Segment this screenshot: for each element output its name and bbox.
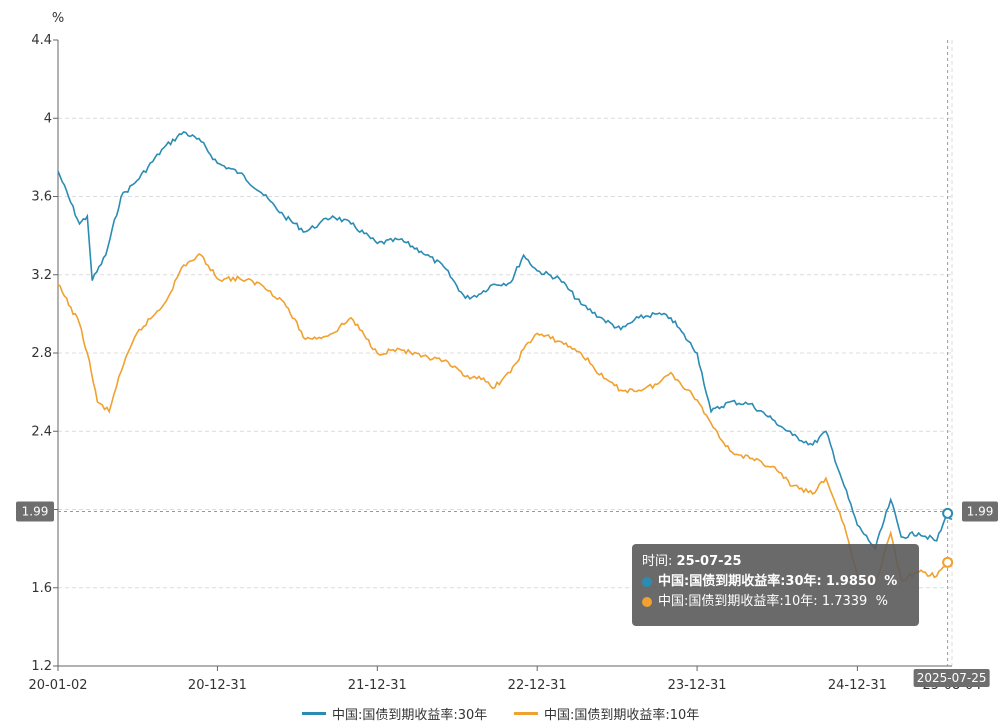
tooltip-row-30y: 中国:国债到期收益率:30年: 1.9850 % bbox=[642, 572, 909, 592]
legend-item-10y[interactable]: 中国:国债到期收益率:10年 bbox=[514, 704, 699, 723]
series-line-10y bbox=[57, 253, 953, 586]
badge-text: 2025-07-25 bbox=[917, 671, 987, 685]
legend-label: 中国:国债到期收益率:10年 bbox=[544, 708, 700, 723]
series-line-30y bbox=[57, 130, 953, 551]
badge-text: 1.99 bbox=[22, 504, 49, 518]
badge-bg bbox=[962, 501, 998, 522]
tooltip-series-name: 中国:国债到期收益率:10年: bbox=[658, 594, 818, 609]
tooltip: 时间: 25-07-25 中国:国债到期收益率:30年: 1.9850 % 中国… bbox=[632, 544, 919, 626]
y-tick-label: 3.6 bbox=[31, 190, 52, 205]
tooltip-time-label: 时间: bbox=[642, 554, 673, 569]
tooltip-unit: % bbox=[875, 594, 888, 609]
highlight-point bbox=[942, 507, 954, 519]
crosshair-x-badge: 2025-07-25 bbox=[913, 669, 990, 687]
y-tick-label: 4.4 bbox=[31, 33, 52, 48]
y-tick-label: 4 bbox=[44, 111, 52, 126]
badge-text: 1.99 bbox=[967, 504, 994, 518]
y-tick-label: 3.2 bbox=[31, 268, 52, 283]
y-tick-label: 2.8 bbox=[31, 346, 52, 361]
crosshair-y-badge-right: 1.99 bbox=[962, 501, 998, 522]
y-tick-label: 1.2 bbox=[31, 659, 52, 674]
x-tick-label: 24-12-31 bbox=[828, 678, 887, 693]
x-tick-label: 20-12-31 bbox=[188, 678, 247, 693]
y-axis-unit: % bbox=[52, 11, 64, 26]
series-dot-icon bbox=[642, 577, 652, 587]
x-tick-label: 22-12-31 bbox=[508, 678, 567, 693]
tooltip-series-value: 1.9850 bbox=[825, 574, 876, 589]
legend-label: 中国:国债到期收益率:30年 bbox=[332, 708, 488, 723]
highlight-point bbox=[942, 556, 954, 568]
y-tick-label: 1.6 bbox=[31, 581, 52, 596]
legend-swatch bbox=[514, 712, 538, 715]
tooltip-time-value: 25-07-25 bbox=[676, 554, 742, 569]
x-tick-label: 21-12-31 bbox=[348, 678, 407, 693]
tooltip-row-10y: 中国:国债到期收益率:10年: 1.7339 % bbox=[642, 592, 909, 612]
x-tick-label: 20-01-02 bbox=[28, 678, 87, 693]
crosshair-y-badge-left: 1.99 bbox=[16, 501, 54, 522]
badge-bg bbox=[16, 501, 54, 522]
legend-item-30y[interactable]: 中国:国债到期收益率:30年 bbox=[302, 704, 487, 723]
x-tick-label: 23-12-31 bbox=[668, 678, 727, 693]
tooltip-unit: % bbox=[884, 574, 898, 589]
badge-bg bbox=[913, 669, 990, 687]
y-tick-label: 2.4 bbox=[31, 424, 52, 439]
tooltip-series-name: 中国:国债到期收益率:30年: bbox=[658, 574, 822, 589]
tooltip-series-value: 1.7339 bbox=[821, 594, 868, 609]
series-dot-icon bbox=[642, 597, 652, 607]
chart-legend: 中国:国债到期收益率:30年 中国:国债到期收益率:10年 bbox=[0, 704, 1000, 724]
legend-swatch bbox=[302, 712, 326, 715]
